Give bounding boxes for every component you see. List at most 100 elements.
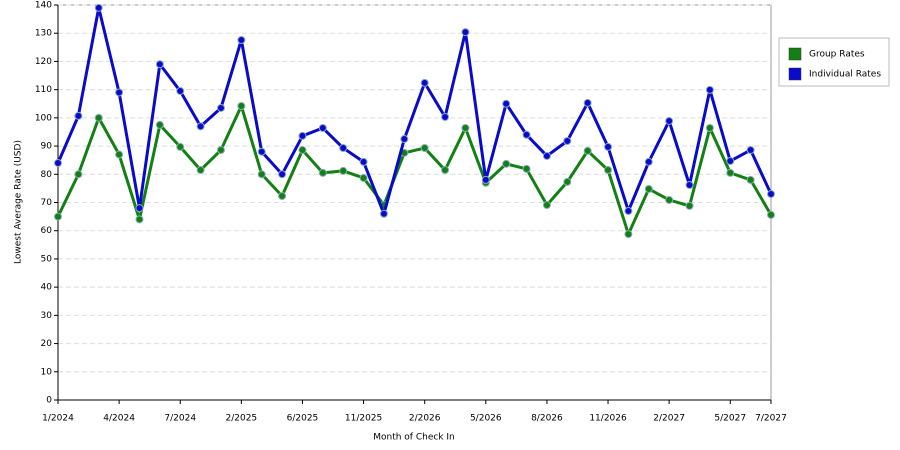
- point: [624, 230, 633, 239]
- y-tick-label: 130: [35, 29, 52, 39]
- point: [563, 177, 572, 186]
- x-tick-label: 11/2026: [589, 414, 627, 424]
- point: [379, 209, 388, 218]
- point: [522, 130, 531, 139]
- point: [604, 142, 613, 151]
- point: [278, 192, 287, 201]
- point: [339, 144, 348, 153]
- point: [115, 88, 124, 97]
- y-tick-label: 100: [35, 113, 52, 123]
- point: [155, 120, 164, 129]
- point: [685, 181, 694, 190]
- point: [94, 113, 103, 122]
- x-tick-label: 7/2024: [164, 414, 196, 424]
- point: [767, 210, 775, 219]
- point: [542, 151, 551, 160]
- point: [441, 113, 450, 122]
- point: [644, 184, 653, 193]
- point: [216, 146, 225, 155]
- x-tick-label: 7/2027: [755, 414, 787, 424]
- x-tick-label: 5/2027: [714, 414, 746, 424]
- x-tick-label: 2/2025: [226, 414, 258, 424]
- y-tick-label: 40: [41, 283, 53, 293]
- point: [176, 142, 185, 151]
- point: [359, 173, 368, 182]
- x-tick-label: 2/2026: [409, 414, 441, 424]
- point: [441, 166, 450, 175]
- point: [583, 98, 592, 107]
- point: [237, 102, 246, 111]
- x-tick-label: 2/2027: [653, 414, 685, 424]
- point: [74, 111, 83, 120]
- y-tick-label: 60: [41, 226, 53, 236]
- y-tick-label: 50: [41, 254, 53, 264]
- x-tick-label: 1/2024: [42, 414, 74, 424]
- point: [115, 150, 124, 159]
- point: [685, 201, 694, 210]
- point: [298, 146, 307, 155]
- x-tick-label: 4/2024: [103, 414, 135, 424]
- legend-swatch: [788, 67, 802, 81]
- point: [746, 175, 755, 184]
- point: [726, 157, 735, 166]
- y-axis-title: Lowest Average Rate (USD): [14, 140, 24, 264]
- point: [359, 157, 368, 166]
- point: [74, 170, 83, 179]
- point: [318, 124, 327, 133]
- point: [135, 204, 144, 213]
- point: [542, 201, 551, 210]
- y-tick-label: 140: [35, 1, 52, 11]
- point: [624, 206, 633, 215]
- x-axis-title: Month of Check In: [373, 433, 455, 443]
- x-tick-label: 5/2026: [470, 414, 502, 424]
- point: [420, 78, 429, 87]
- series-line: [56, 6, 773, 216]
- point: [665, 195, 674, 204]
- y-tick-label: 120: [35, 57, 52, 67]
- x-tick-label: 8/2026: [531, 414, 563, 424]
- point: [94, 3, 103, 12]
- point: [420, 144, 429, 153]
- point: [237, 35, 246, 44]
- point: [522, 164, 531, 173]
- y-tick-label: 90: [41, 142, 53, 152]
- point: [400, 135, 409, 144]
- point: [257, 170, 266, 179]
- point: [665, 116, 674, 125]
- point: [563, 136, 572, 145]
- point: [502, 159, 511, 168]
- y-tick-label: 110: [35, 85, 52, 95]
- point: [155, 60, 164, 69]
- point: [196, 122, 205, 131]
- point: [54, 212, 62, 221]
- y-tick-label: 0: [46, 396, 52, 406]
- point: [176, 87, 185, 96]
- point: [644, 157, 653, 166]
- legend-label: Individual Rates: [809, 70, 881, 80]
- point: [135, 215, 144, 224]
- point: [339, 166, 348, 175]
- point: [604, 166, 613, 175]
- y-tick-label: 80: [41, 170, 53, 180]
- point: [298, 131, 307, 140]
- y-tick-label: 20: [41, 339, 53, 349]
- point: [257, 147, 266, 156]
- y-tick-label: 10: [41, 367, 53, 377]
- point: [278, 170, 287, 179]
- point: [583, 146, 592, 155]
- x-tick-label: 11/2025: [345, 414, 382, 424]
- point: [54, 159, 62, 167]
- point: [461, 124, 470, 133]
- point: [726, 168, 735, 177]
- point: [705, 124, 714, 133]
- x-tick-label: 6/2025: [287, 414, 319, 424]
- point: [481, 175, 490, 184]
- point: [318, 168, 327, 177]
- point: [196, 166, 205, 175]
- legend-label: Group Rates: [809, 50, 865, 60]
- point: [461, 28, 470, 37]
- point: [705, 85, 714, 94]
- point: [216, 103, 225, 112]
- point: [767, 190, 775, 199]
